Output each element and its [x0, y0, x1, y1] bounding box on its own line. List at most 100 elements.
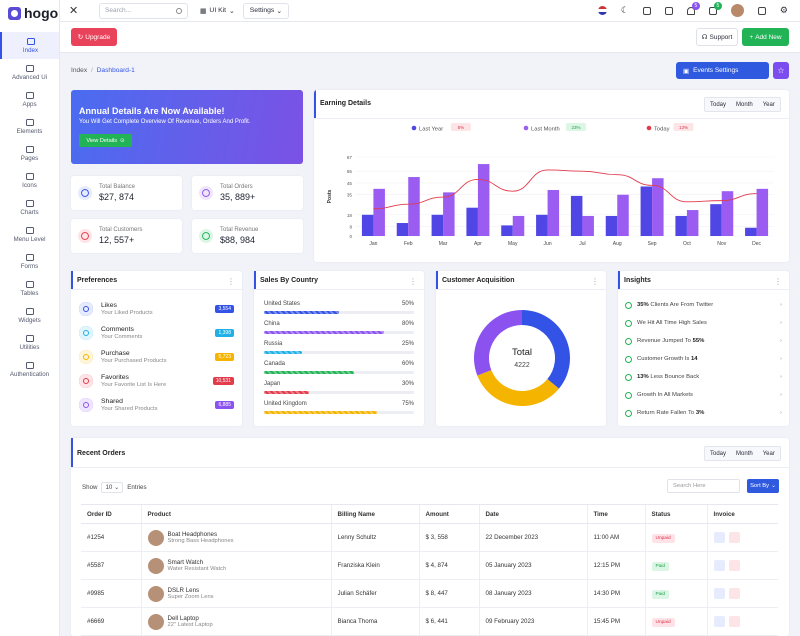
preference-item[interactable]: Shared Your Shared Products 6,885 — [71, 393, 242, 417]
logo[interactable]: hogo — [0, 0, 59, 26]
tab-month[interactable]: Month — [736, 450, 753, 457]
bar-last-year — [570, 195, 583, 236]
sidebar-item-widgets[interactable]: Widgets — [0, 302, 59, 329]
preference-item[interactable]: Likes Your Liked Products 3,554 — [71, 297, 242, 321]
user-avatar[interactable] — [730, 4, 744, 17]
preference-title: Likes — [101, 302, 117, 309]
download-icon[interactable] — [713, 588, 725, 599]
insight-item[interactable]: Revenue Jumped To 55% › — [618, 332, 789, 350]
more-icon[interactable]: ⋮ — [774, 277, 782, 286]
moon-icon[interactable]: ☾ — [620, 5, 629, 15]
star-button[interactable]: ☆ — [773, 62, 789, 79]
tab-today[interactable]: Today — [710, 450, 727, 457]
support-button[interactable]: ☊ Support — [696, 28, 738, 46]
sidebar-item-charts[interactable]: Charts — [0, 194, 59, 221]
bell-icon[interactable]: 5 — [686, 1, 700, 15]
delete-icon[interactable] — [728, 588, 740, 599]
tab-month[interactable]: Month — [736, 101, 753, 108]
download-icon[interactable] — [713, 560, 725, 571]
events-settings-button[interactable]: ▣ Events Settings — [676, 62, 769, 79]
gear-icon[interactable]: ⚙ — [779, 5, 788, 15]
bar-last-month — [686, 210, 699, 236]
country-row: United Kingdom 75% — [256, 401, 422, 421]
preference-subtitle: Your Shared Products — [101, 406, 158, 412]
message-icon[interactable] — [664, 6, 673, 15]
insight-item[interactable]: We Hit All Time High Sales › — [618, 314, 789, 332]
tab-year[interactable]: Year — [762, 101, 775, 108]
insight-text: Revenue Jumped To — [637, 338, 693, 344]
tab-today[interactable]: Today — [710, 101, 727, 108]
download-icon[interactable] — [713, 532, 725, 543]
country-progress-bar — [264, 391, 414, 394]
sidebar-item-apps[interactable]: Apps — [0, 86, 59, 113]
preference-item[interactable]: Purchase Your Purchased Products 5,723 — [71, 345, 242, 369]
recent-orders-title: Recent Orders — [77, 450, 126, 457]
uikit-dropdown[interactable]: ▦ UI Kit ⌄ — [196, 3, 239, 19]
more-icon[interactable]: ⋮ — [409, 277, 417, 286]
country-progress-fill — [264, 311, 339, 314]
sidebar-item-label: Apps — [22, 100, 37, 108]
sidebar-item-utilities[interactable]: Utilities — [0, 329, 59, 356]
breadcrumb: Index / Dashboard-1 — [71, 67, 135, 74]
chart-icon — [25, 199, 34, 207]
search-input[interactable]: Search... — [99, 2, 188, 19]
upgrade-button[interactable]: ↻ Upgrade — [71, 28, 117, 46]
topbar: ✕ Search... ▦ UI Kit ⌄ Settings ⌄ ☾ 5 5 … — [60, 0, 800, 22]
insight-item[interactable]: 35% Clients Are From Twitter › — [618, 296, 789, 314]
preference-count-badge: 5,723 — [215, 353, 234, 361]
status-badge: Paid — [651, 590, 670, 599]
tab-year[interactable]: Year — [762, 450, 775, 457]
x-tick-label: Nov — [717, 241, 726, 247]
us-flag-icon[interactable] — [597, 6, 607, 15]
insight-item[interactable]: Customer Growth Is 14 › — [618, 350, 789, 368]
x-tick-label: Mar — [439, 241, 448, 247]
sort-by-button[interactable]: Sort By ⌄ — [747, 479, 779, 493]
close-sidebar-icon[interactable]: ✕ — [69, 5, 79, 17]
billing-name: Lenny Schultz — [330, 523, 419, 552]
apps-grid-icon[interactable] — [757, 6, 766, 15]
insight-item[interactable]: Return Rate Fallen To 3% › — [618, 404, 789, 422]
sidebar-item-authentication[interactable]: Authentication — [0, 356, 59, 383]
orders-search-input[interactable]: Search Here — [667, 479, 740, 493]
preference-item[interactable]: Favorites Your Favorite List Is Here 10,53… — [71, 369, 242, 393]
delete-icon[interactable] — [728, 616, 740, 627]
breadcrumb-root[interactable]: Index — [71, 67, 88, 74]
bar-last-month — [408, 177, 420, 236]
more-icon[interactable]: ⋮ — [227, 277, 235, 286]
sidebar-item-advanced-ui[interactable]: Advanced Ui — [0, 59, 59, 86]
entries-select[interactable]: 10 ⌄ — [101, 482, 124, 493]
delete-icon[interactable] — [728, 560, 740, 571]
more-icon[interactable]: ⋮ — [591, 277, 599, 286]
sidebar-item-label: Forms — [20, 262, 39, 270]
chevron-right-icon: › — [780, 302, 782, 308]
insight-item[interactable]: 13% Less Bounce Back › — [618, 368, 789, 386]
insight-item[interactable]: Growth In All Markets › — [618, 386, 789, 404]
legend-change-badge — [450, 123, 471, 131]
settings-dropdown[interactable]: Settings ⌄ — [242, 2, 290, 19]
country-percent: 50% — [401, 301, 414, 307]
earning-title: Earning Details — [320, 100, 371, 107]
sidebar-item-icons[interactable]: Icons — [0, 167, 59, 194]
add-new-button[interactable]: + Add New — [742, 28, 789, 46]
check-circle-icon — [625, 355, 632, 363]
stat-total-revenue: Total Revenue $88, 984 — [192, 219, 303, 253]
fullscreen-icon[interactable] — [642, 6, 651, 15]
sidebar-item-forms[interactable]: Forms — [0, 248, 59, 275]
view-details-label: View Details — [86, 137, 117, 144]
sidebar-item-index[interactable]: Index — [0, 32, 59, 59]
bar-last-year — [361, 214, 374, 236]
sidebar-item-pages[interactable]: Pages — [0, 140, 59, 167]
view-details-button[interactable]: View Details ⊙ — [79, 134, 132, 147]
sidebar-item-tables[interactable]: Tables — [0, 275, 59, 302]
x-tick-label: Feb — [404, 241, 413, 247]
chevron-right-icon: › — [780, 320, 782, 326]
cart-icon[interactable]: 5 — [708, 1, 722, 15]
sidebar-item-menu-level[interactable]: Menu Level — [0, 221, 59, 248]
sidebar-item-elements[interactable]: Elements — [0, 113, 59, 140]
download-icon[interactable] — [713, 616, 725, 627]
y-tick-label: 0 — [349, 234, 352, 239]
bar-last-month — [547, 190, 560, 236]
product-name: DSLR Lens — [167, 587, 200, 594]
delete-icon[interactable] — [728, 532, 740, 543]
preference-item[interactable]: Comments Your Comments 1,398 — [71, 321, 242, 345]
